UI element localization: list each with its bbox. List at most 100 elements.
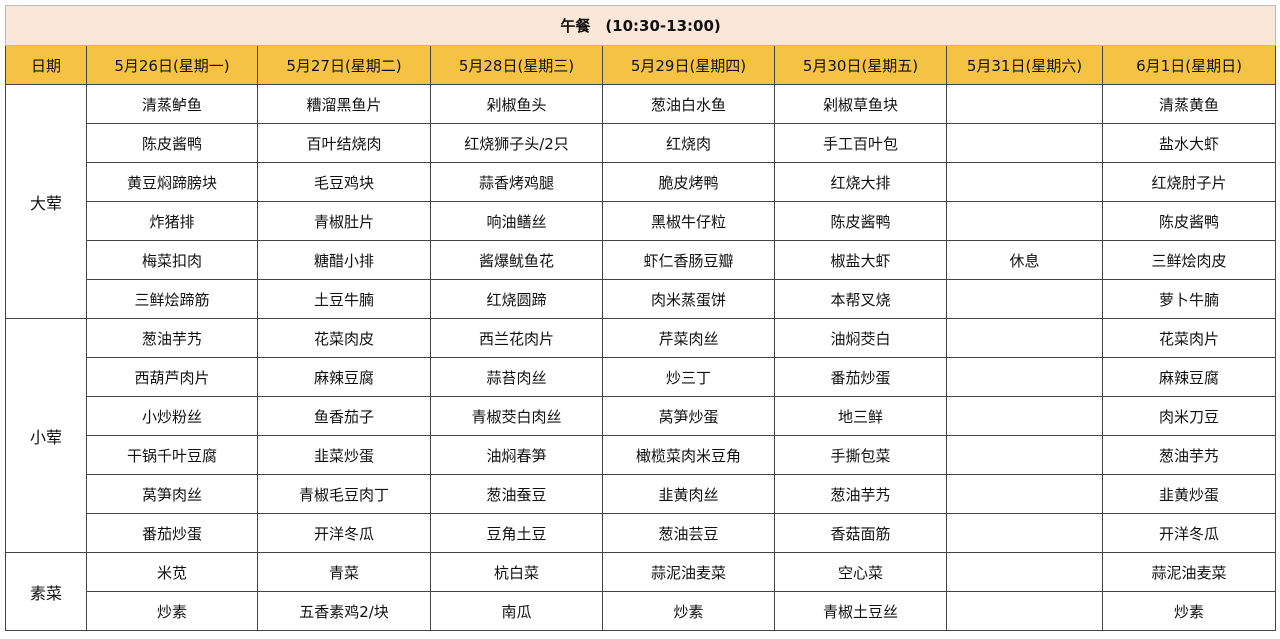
dish-cell: 清蒸鲈鱼	[86, 84, 258, 124]
dish-cell: 芹菜肉丝	[602, 318, 775, 358]
dish-cell: 萝卜牛腩	[1101, 279, 1277, 319]
dish-cell: 陈皮酱鸭	[86, 123, 258, 163]
dish-cell: 炒素	[1101, 591, 1277, 631]
dish-cell: 青菜	[257, 552, 431, 592]
table-row: 番茄炒蛋 开洋冬瓜 豆角土豆 葱油芸豆 香菇面筋 开洋冬瓜	[6, 513, 1277, 553]
dish-cell: 椒盐大虾	[774, 240, 947, 280]
header-day: 5月30日(星期五)	[774, 45, 947, 85]
dish-cell: 地三鲜	[774, 396, 947, 436]
dish-cell: 西葫芦肉片	[86, 357, 258, 397]
dish-cell: 本帮叉烧	[774, 279, 947, 319]
dish-cell: 青椒肚片	[257, 201, 431, 241]
dish-cell: 莴笋炒蛋	[602, 396, 775, 436]
dish-cell	[946, 435, 1103, 475]
dish-cell: 莴笋肉丝	[86, 474, 258, 514]
table-row: 炸猪排 青椒肚片 响油鳝丝 黑椒牛仔粒 陈皮酱鸭 陈皮酱鸭	[6, 201, 1277, 241]
dish-cell: 剁椒草鱼块	[774, 84, 947, 124]
dish-cell: 米苋	[86, 552, 258, 592]
dish-cell: 蒜泥油麦菜	[602, 552, 775, 592]
dish-cell: 干锅千叶豆腐	[86, 435, 258, 475]
dish-cell: 花菜肉皮	[257, 318, 431, 358]
lunch-menu-table: 午餐 (10:30-13:00) 日期 5月26日(星期一) 5月27日(星期二) 5…	[4, 5, 1277, 631]
dish-cell	[946, 591, 1103, 631]
table-row: 西葫芦肉片 麻辣豆腐 蒜苔肉丝 炒三丁 番茄炒蛋 麻辣豆腐	[6, 357, 1277, 397]
dish-cell: 酱爆鱿鱼花	[430, 240, 603, 280]
dish-cell: 葱油芋艿	[1101, 435, 1277, 475]
dish-cell: 炒三丁	[602, 357, 775, 397]
dish-cell: 花菜肉片	[1101, 318, 1277, 358]
menu-title: 午餐 (10:30-13:00)	[4, 5, 1277, 46]
header-day: 5月29日(星期四)	[602, 45, 775, 85]
dish-cell: 油焖茭白	[774, 318, 947, 358]
dish-cell: 开洋冬瓜	[257, 513, 431, 553]
dish-cell: 鱼香茄子	[257, 396, 431, 436]
dish-cell: 五香素鸡2/块	[257, 591, 431, 631]
dish-cell	[946, 513, 1103, 553]
dish-cell: 韭黄肉丝	[602, 474, 775, 514]
dish-cell: 盐水大虾	[1101, 123, 1277, 163]
header-day: 5月28日(星期三)	[430, 45, 603, 85]
dish-cell: 百叶结烧肉	[257, 123, 431, 163]
dish-cell: 韭菜炒蛋	[257, 435, 431, 475]
table-row: 炒素 五香素鸡2/块 南瓜 炒素 青椒土豆丝 炒素	[6, 591, 1277, 631]
dish-cell	[946, 123, 1103, 163]
dish-cell: 剁椒鱼头	[430, 84, 603, 124]
dish-cell	[946, 357, 1103, 397]
dish-cell	[946, 318, 1103, 358]
dish-cell: 红烧狮子头/2只	[430, 123, 603, 163]
dish-cell: 炸猪排	[86, 201, 258, 241]
category-label: 大荤	[5, 84, 87, 319]
dish-cell	[946, 162, 1103, 202]
dish-cell: 土豆牛腩	[257, 279, 431, 319]
title-row: 午餐 (10:30-13:00)	[4, 5, 1277, 46]
dish-cell: 炒素	[602, 591, 775, 631]
dish-cell	[946, 474, 1103, 514]
dish-cell: 油焖春笋	[430, 435, 603, 475]
dish-cell: 番茄炒蛋	[86, 513, 258, 553]
dish-cell	[946, 201, 1103, 241]
dish-cell: 麻辣豆腐	[1101, 357, 1277, 397]
dish-cell: 梅菜扣肉	[86, 240, 258, 280]
dish-cell: 葱油芋艿	[774, 474, 947, 514]
dish-cell: 响油鳝丝	[430, 201, 603, 241]
dish-cell: 开洋冬瓜	[1101, 513, 1277, 553]
header-day: 5月31日(星期六)	[946, 45, 1103, 85]
table-row: 小炒粉丝 鱼香茄子 青椒茭白肉丝 莴笋炒蛋 地三鲜 肉米刀豆	[6, 396, 1277, 436]
dish-cell: 青椒茭白肉丝	[430, 396, 603, 436]
dish-cell: 葱油芋艿	[86, 318, 258, 358]
header-day: 5月26日(星期一)	[86, 45, 258, 85]
dish-cell: 葱油白水鱼	[602, 84, 775, 124]
dish-cell: 清蒸黄鱼	[1101, 84, 1277, 124]
dish-cell: 葱油芸豆	[602, 513, 775, 553]
dish-cell	[946, 396, 1103, 436]
category-label: 小荤	[5, 318, 87, 553]
dish-cell: 脆皮烤鸭	[602, 162, 775, 202]
table-row: 大荤 清蒸鲈鱼 糟溜黑鱼片 剁椒鱼头 葱油白水鱼 剁椒草鱼块 清蒸黄鱼	[5, 84, 1277, 319]
dish-cell: 三鲜烩肉皮	[1101, 240, 1277, 280]
dish-cell: 陈皮酱鸭	[774, 201, 947, 241]
dish-cell: 青椒土豆丝	[774, 591, 947, 631]
dish-cell: 糟溜黑鱼片	[257, 84, 431, 124]
table-row: 小荤 葱油芋艿 花菜肉皮 西兰花肉片 芹菜肉丝 油焖茭白 花菜肉片	[5, 318, 1277, 553]
header-row: 日期 5月26日(星期一) 5月27日(星期二) 5月28日(星期三) 5月29日(星期…	[5, 45, 1277, 85]
header-day: 6月1日(星期日)	[1101, 45, 1277, 85]
dish-cell: 蒜苔肉丝	[430, 357, 603, 397]
table-row: 梅菜扣肉 糖醋小排 酱爆鱿鱼花 虾仁香肠豆瓣 椒盐大虾 休息 三鲜烩肉皮	[6, 240, 1277, 280]
header-day: 5月27日(星期二)	[257, 45, 431, 85]
dish-cell: 黑椒牛仔粒	[602, 201, 775, 241]
dish-cell: 韭黄炒蛋	[1101, 474, 1277, 514]
dish-cell: 青椒毛豆肉丁	[257, 474, 431, 514]
dish-cell: 毛豆鸡块	[257, 162, 431, 202]
dish-cell: 红烧圆蹄	[430, 279, 603, 319]
dish-cell: 红烧肉	[602, 123, 775, 163]
dish-cell	[946, 552, 1103, 592]
dish-cell: 蒜泥油麦菜	[1101, 552, 1277, 592]
dish-cell: 肉米刀豆	[1101, 396, 1277, 436]
table-row: 陈皮酱鸭 百叶结烧肉 红烧狮子头/2只 红烧肉 手工百叶包 盐水大虾	[6, 123, 1277, 163]
dish-cell	[946, 279, 1103, 319]
dish-cell: 西兰花肉片	[430, 318, 603, 358]
dish-cell: 手撕包菜	[774, 435, 947, 475]
category-label: 素菜	[5, 552, 87, 631]
dish-cell: 手工百叶包	[774, 123, 947, 163]
dish-cell: 豆角土豆	[430, 513, 603, 553]
